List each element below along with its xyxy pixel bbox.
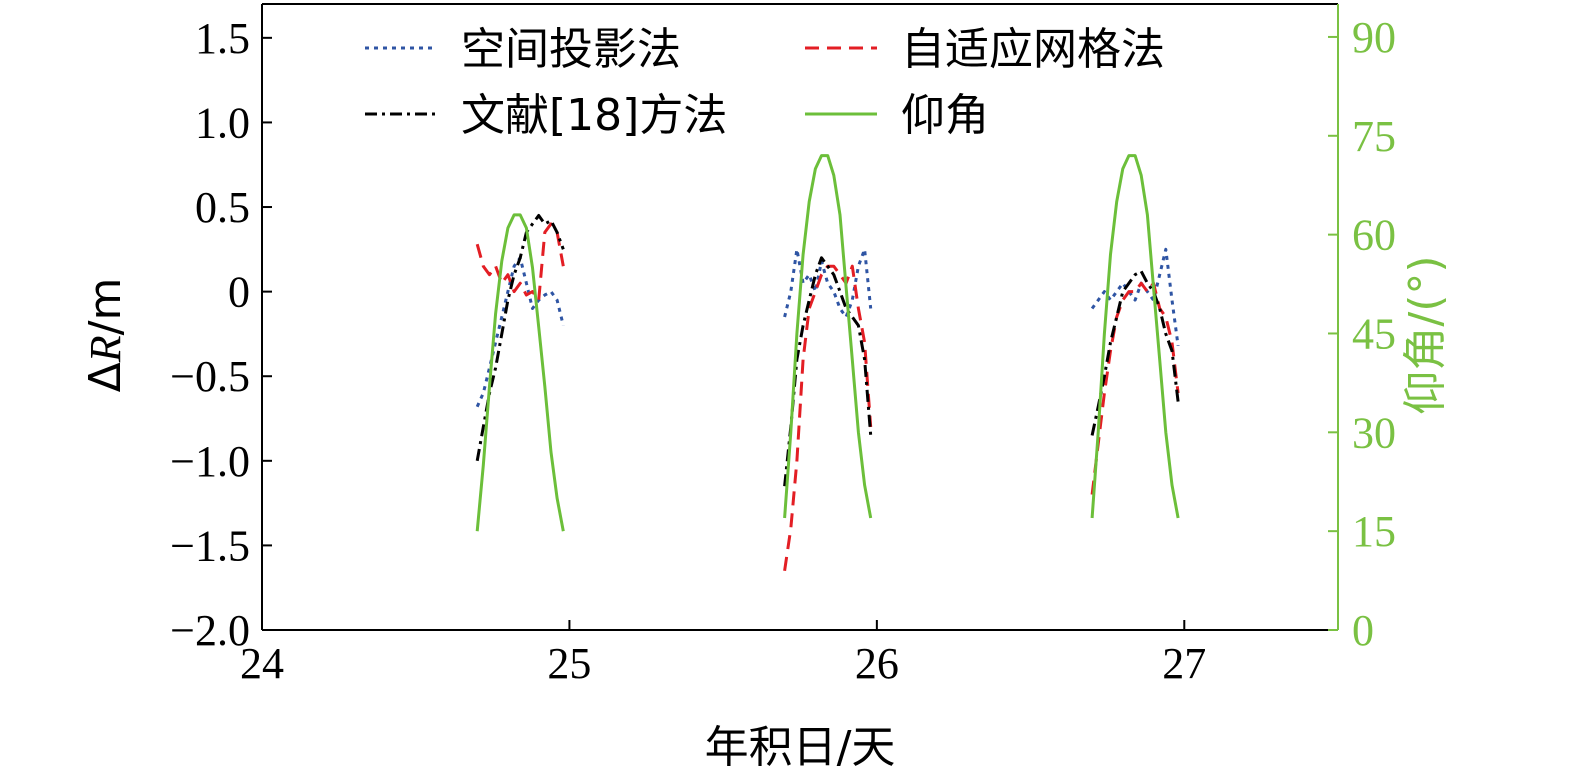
series-3-pass-1-line [783,154,873,519]
x-tick-label: 25 [547,639,591,688]
legend-label-0: 空间投影法 [461,24,681,75]
right-tick-label: 90 [1352,13,1396,62]
x-axis-title: 年积日/天 [705,722,896,773]
right-tick-label: 75 [1352,112,1396,161]
right-tick-label: 0 [1352,606,1374,655]
tick-layer: 24 25 26 27 1.5 1.0 0.5 0 −0.5 −1.0 −1.5 −2.0 90 75 60… [170,13,1396,688]
y-tick-label: 1.0 [195,98,250,147]
y-axis-title-delta: Δ [80,362,131,392]
y-axis-title: ΔR/m [80,278,131,393]
y-tick-label: 0.5 [195,183,250,232]
series-2-pass-0-line [475,214,565,462]
y-tick-label: −1.0 [170,437,250,486]
series-0-pass-2-line [1090,247,1180,346]
x-tick-label: 24 [240,639,284,688]
series-2-pass-1-line [783,256,873,487]
right-axis-title: 仰角/(°) [1400,255,1451,414]
right-tick-label: 60 [1352,211,1396,260]
y-tick-label: 0 [228,268,250,317]
series-3-pass-2-line [1090,154,1180,519]
legend-label-2: 文献[18]方法 [461,90,727,141]
y-tick-label: −1.5 [170,521,250,570]
y-tick-label: 1.5 [195,14,250,63]
series-3-pass-0-line [475,213,565,532]
y-tick-label: −2.0 [170,606,250,655]
legend-label-3: 仰角 [901,90,989,141]
right-tick-label: 45 [1352,309,1396,358]
series-1-pass-2-line [1090,281,1180,495]
y-axis-title-unit: /m [80,278,131,336]
series-2-pass-2-line [1090,269,1180,436]
x-tick-label: 27 [1162,639,1206,688]
series-layer [475,154,1180,572]
y-tick-label: −0.5 [170,352,250,401]
right-tick-label: 15 [1352,507,1396,556]
axes-layer [261,3,1339,631]
right-tick-label: 30 [1352,408,1396,457]
legend-label-1: 自适应网格法 [901,24,1165,75]
series-1-pass-0-line [475,222,565,302]
x-tick-label: 26 [855,639,899,688]
y-axis-title-variable: R [81,335,130,363]
